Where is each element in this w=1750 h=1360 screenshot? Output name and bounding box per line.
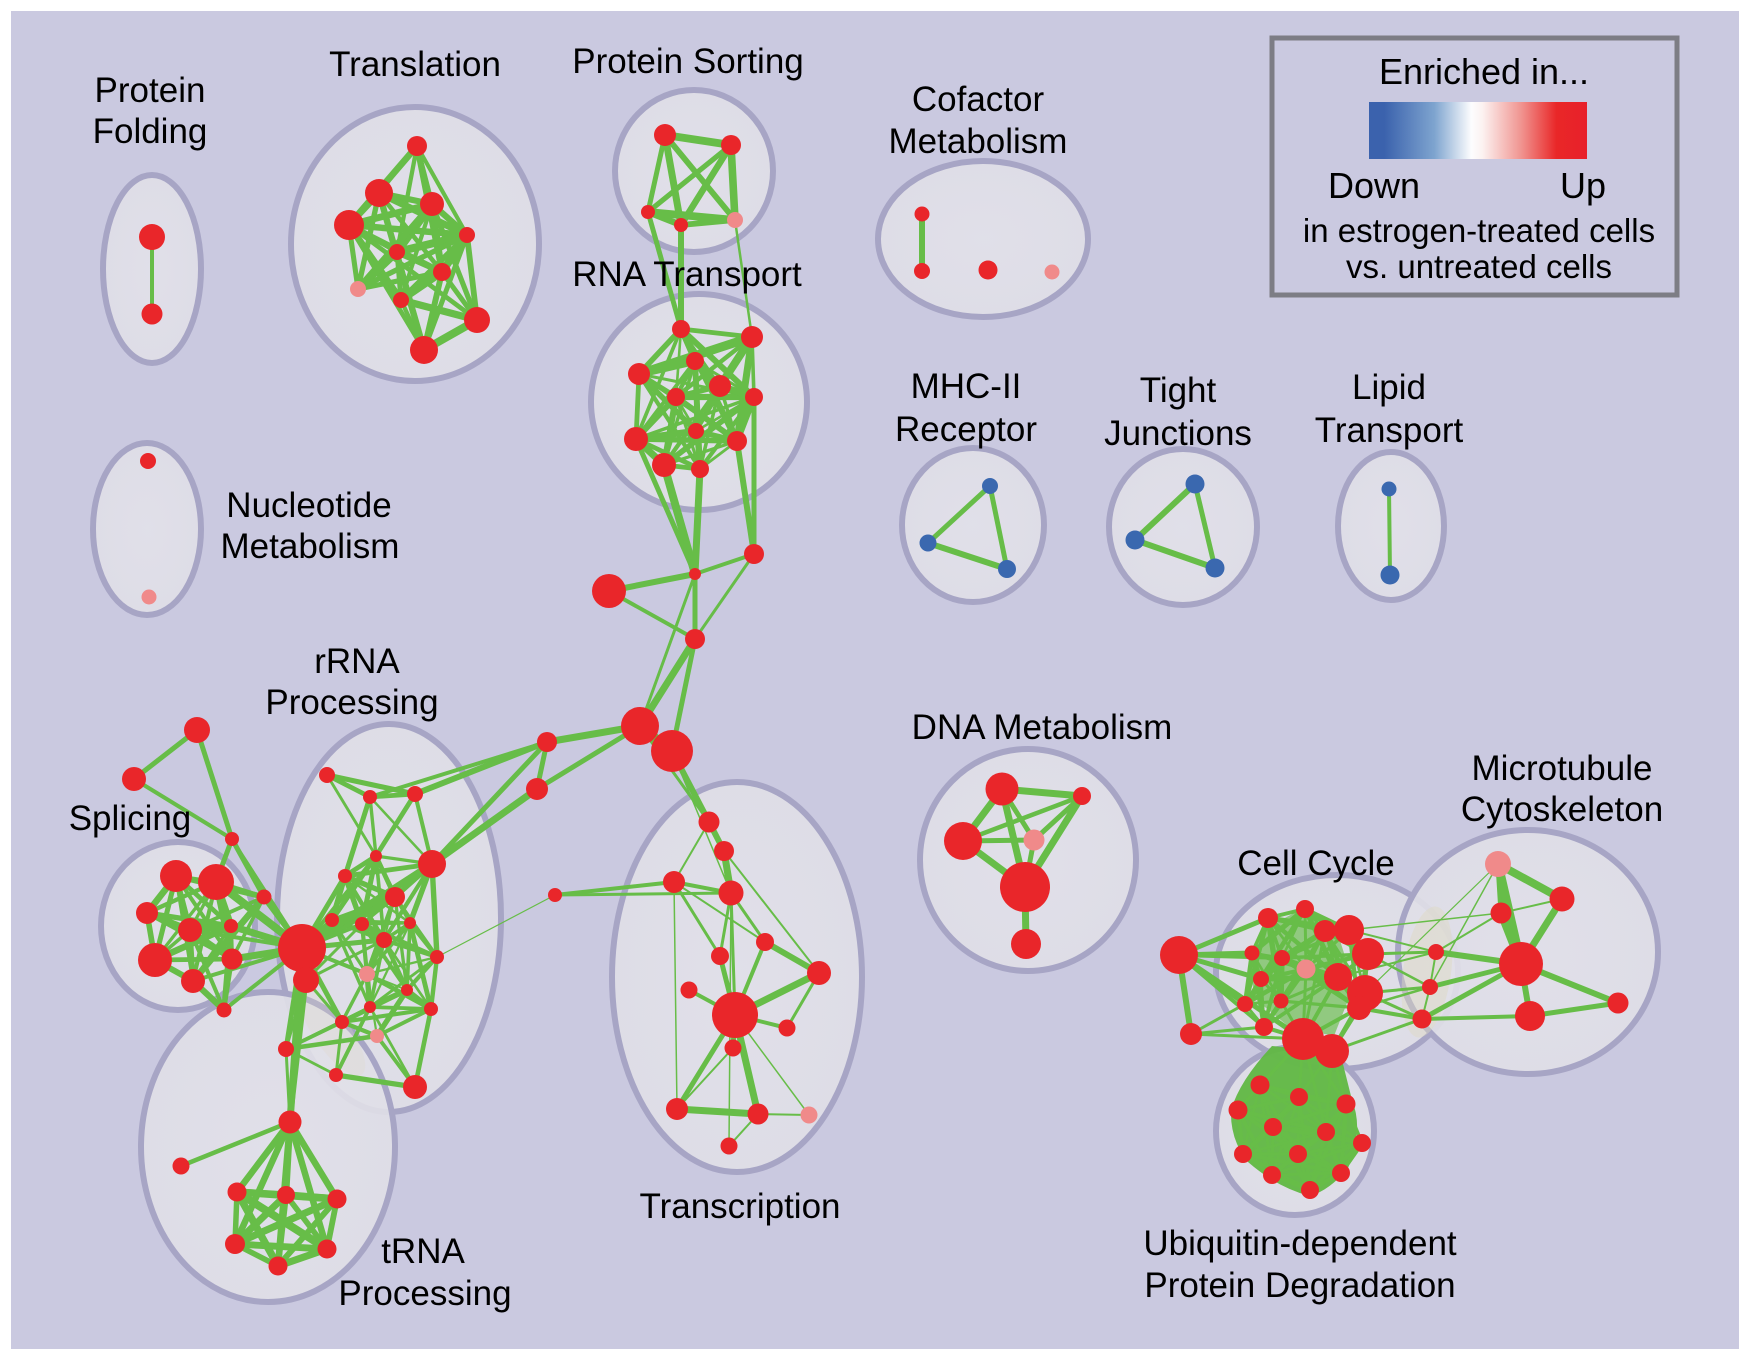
svg-text:Up: Up <box>1560 165 1606 206</box>
svg-text:DNA Metabolism: DNA Metabolism <box>912 708 1173 747</box>
svg-text:Splicing: Splicing <box>69 799 192 838</box>
svg-text:Metabolism: Metabolism <box>889 122 1068 161</box>
svg-text:Receptor: Receptor <box>895 410 1037 449</box>
svg-text:Nucleotide: Nucleotide <box>226 486 391 525</box>
svg-text:Microtubule: Microtubule <box>1472 749 1653 788</box>
svg-text:vs. untreated cells: vs. untreated cells <box>1346 248 1612 285</box>
svg-text:Translation: Translation <box>329 45 501 84</box>
svg-text:Metabolism: Metabolism <box>221 527 400 566</box>
svg-text:Cell Cycle: Cell Cycle <box>1237 844 1395 883</box>
svg-text:Processing: Processing <box>265 683 438 722</box>
svg-text:Lipid: Lipid <box>1352 368 1426 407</box>
svg-text:Enriched in...: Enriched in... <box>1379 51 1589 92</box>
svg-text:tRNA: tRNA <box>381 1232 465 1271</box>
svg-text:Cytoskeleton: Cytoskeleton <box>1461 790 1663 829</box>
svg-text:Protein Degradation: Protein Degradation <box>1144 1266 1455 1305</box>
svg-text:Folding: Folding <box>93 112 208 151</box>
svg-text:Protein: Protein <box>95 71 206 110</box>
svg-text:Ubiquitin-dependent: Ubiquitin-dependent <box>1143 1224 1457 1263</box>
svg-text:Cofactor: Cofactor <box>912 80 1045 119</box>
svg-text:in estrogen-treated cells: in estrogen-treated cells <box>1303 212 1655 249</box>
svg-text:Transcription: Transcription <box>640 1187 841 1226</box>
svg-text:Processing: Processing <box>338 1274 511 1313</box>
svg-text:Transport: Transport <box>1315 411 1464 450</box>
svg-text:MHC-II: MHC-II <box>911 367 1022 406</box>
svg-text:rRNA: rRNA <box>314 642 400 681</box>
svg-text:Protein Sorting: Protein Sorting <box>572 42 804 81</box>
svg-text:RNA Transport: RNA Transport <box>572 255 802 294</box>
svg-text:Down: Down <box>1328 165 1420 206</box>
svg-text:Junctions: Junctions <box>1104 414 1252 453</box>
svg-text:Tight: Tight <box>1140 371 1217 410</box>
